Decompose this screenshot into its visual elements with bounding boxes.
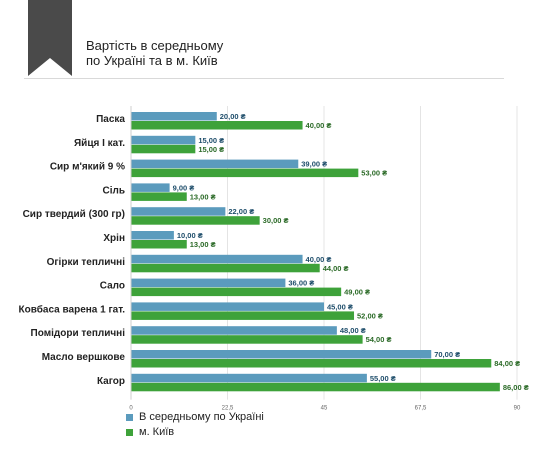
data-label-kyiv: 30,00 ₴ (263, 216, 289, 225)
category-label: Сир м'який 9 % (50, 162, 125, 173)
data-label-ukraine: 10,00 ₴ (177, 231, 203, 240)
bar-kyiv (131, 287, 342, 297)
chart-title-line-1: Вартість в середньому (86, 38, 224, 53)
legend-label-ukraine: В середньому по Україні (139, 411, 264, 423)
bar-ukraine (131, 135, 196, 145)
data-label-ukraine: 15,00 ₴ (198, 136, 224, 145)
data-label-kyiv: 52,00 ₴ (357, 311, 383, 320)
x-tick-label: 22,5 (222, 406, 234, 412)
data-label-kyiv: 44,00 ₴ (323, 264, 349, 273)
category-label: Сир твердий (300 гр) (23, 209, 125, 220)
bar-kyiv (131, 311, 355, 320)
data-label-ukraine: 55,00 ₴ (370, 374, 396, 383)
category-label: Кагор (97, 376, 125, 387)
data-label-ukraine: 20,00 ₴ (220, 112, 246, 121)
bar-kyiv (131, 335, 363, 344)
bar-ukraine (131, 112, 217, 121)
data-label-kyiv: 86,00 ₴ (503, 383, 529, 392)
data-label-ukraine: 22,00 ₴ (228, 207, 254, 216)
category-label: Помідори тепличні (31, 328, 126, 339)
data-label-ukraine: 9,00 ₴ (173, 183, 195, 192)
data-label-kyiv: 13,00 ₴ (190, 240, 216, 249)
header-band (24, 26, 504, 79)
bar-ukraine (131, 373, 367, 383)
chart-title-line-2: по Україні та в м. Київ (86, 53, 218, 68)
data-label-ukraine: 70,00 ₴ (434, 350, 460, 359)
data-label-ukraine: 39,00 ₴ (301, 160, 327, 169)
bar-ukraine (131, 231, 174, 240)
data-label-kyiv: 84,00 ₴ (494, 359, 520, 368)
category-label: Масло вершкове (42, 352, 126, 363)
category-label: Огірки тепличні (47, 257, 126, 268)
data-label-kyiv: 15,00 ₴ (198, 145, 224, 154)
bar-ukraine (131, 350, 432, 359)
x-tick-label: 45 (321, 406, 328, 412)
bar-ukraine (131, 302, 324, 311)
bar-kyiv (131, 144, 196, 154)
bar-kyiv (131, 192, 187, 201)
chart-title: Вартість в середньому по Україні та в м.… (86, 38, 386, 68)
data-label-ukraine: 48,00 ₴ (340, 326, 366, 335)
bar-ukraine (131, 183, 170, 192)
legend-item-kyiv: м. Київ (126, 425, 264, 440)
data-label-ukraine: 40,00 ₴ (306, 255, 332, 264)
data-label-ukraine: 45,00 ₴ (327, 302, 353, 311)
legend-swatch-ukraine (126, 414, 133, 421)
legend-label-kyiv: м. Київ (139, 426, 175, 438)
x-tick-label: 67,5 (415, 406, 427, 412)
x-tick-label: 0 (129, 406, 133, 412)
bar-ukraine (131, 326, 337, 335)
data-label-kyiv: 13,00 ₴ (190, 192, 216, 201)
data-label-kyiv: 40,00 ₴ (306, 121, 332, 130)
bar-kyiv (131, 121, 303, 130)
data-label-kyiv: 54,00 ₴ (366, 335, 392, 344)
bar-ukraine (131, 278, 286, 288)
category-label: Ковбаса варена 1 гат. (19, 303, 126, 315)
bar-kyiv (131, 240, 187, 249)
bookmark-icon (28, 0, 72, 76)
legend-item-ukraine: В середньому по Україні (126, 410, 264, 425)
bar-kyiv (131, 216, 260, 225)
bar-ukraine (131, 207, 226, 216)
legend: В середньому по Україні м. Київ (126, 410, 264, 440)
category-label: Яйця I кат. (74, 138, 125, 149)
bar-kyiv (131, 168, 359, 178)
bar-kyiv (131, 263, 320, 273)
bar-kyiv (131, 382, 500, 392)
category-label: Сало (100, 281, 125, 292)
bar-chart: 0 22,5 45 67,5 90 Паска 20,00 ₴ 40,00 ₴ Яйця I к… (19, 106, 529, 412)
category-label: Сіль (103, 185, 126, 196)
category-label: Хрін (103, 233, 125, 244)
x-tick-label: 90 (514, 406, 521, 412)
data-label-kyiv: 49,00 ₴ (344, 288, 370, 297)
bar-ukraine (131, 254, 303, 264)
data-label-kyiv: 53,00 ₴ (361, 169, 387, 178)
bar-ukraine (131, 159, 299, 169)
category-label: Паска (96, 114, 125, 125)
legend-swatch-kyiv (126, 429, 133, 436)
data-label-ukraine: 36,00 ₴ (288, 279, 314, 288)
bar-kyiv (131, 359, 492, 368)
